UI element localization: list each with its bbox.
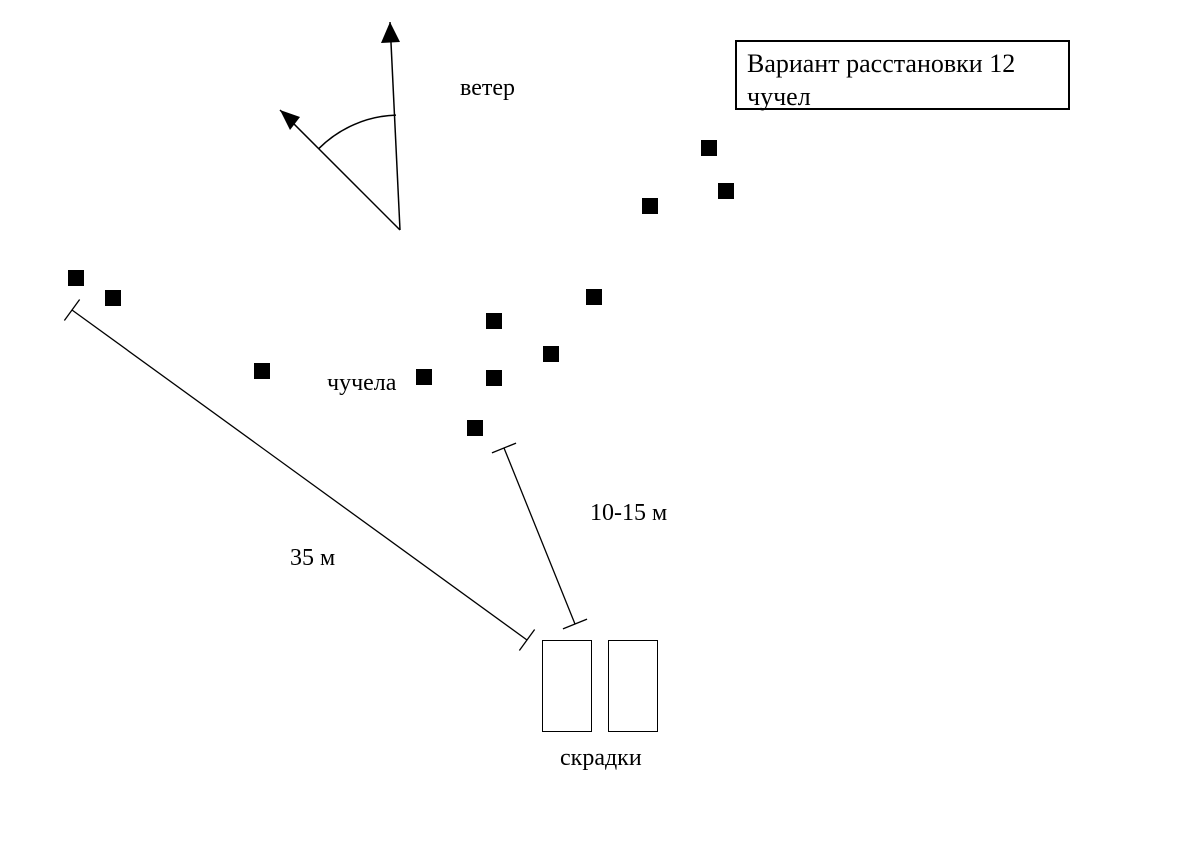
distance-10-label: 10-15 м (590, 500, 667, 527)
decoy-marker (254, 363, 270, 379)
hide-rect (542, 640, 592, 732)
wind-label: ветер (460, 75, 515, 102)
decoy-marker (486, 313, 502, 329)
vector-overlay (0, 0, 1200, 855)
hide-rect (608, 640, 658, 732)
decoy-marker (586, 289, 602, 305)
decoy-marker (105, 290, 121, 306)
decoy-marker (701, 140, 717, 156)
decoy-marker (543, 346, 559, 362)
distance-35-label: 35 м (290, 545, 335, 572)
decoy-marker (718, 183, 734, 199)
title-box: Вариант расстановки 12 чучел (735, 40, 1070, 110)
diagram-stage: Вариант расстановки 12 чучел ветер чучел… (0, 0, 1200, 855)
decoy-marker (642, 198, 658, 214)
decoys-label: чучела (327, 370, 396, 397)
decoy-marker (416, 369, 432, 385)
decoy-marker (486, 370, 502, 386)
decoy-marker (467, 420, 483, 436)
decoy-marker (68, 270, 84, 286)
title-line1: Вариант расстановки 12 (747, 49, 1015, 78)
title-line2: чучел (747, 82, 811, 111)
hides-label: скрадки (560, 745, 642, 772)
